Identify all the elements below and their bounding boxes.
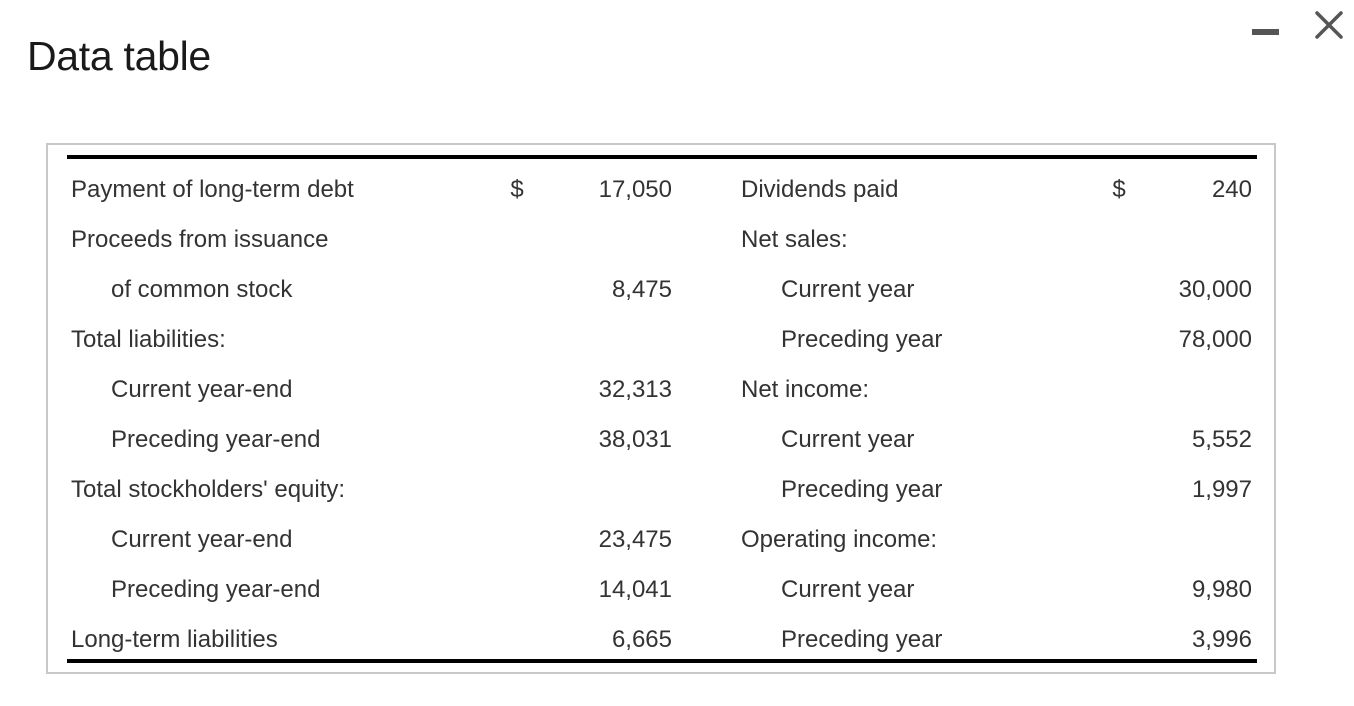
row-label: Preceding year-end [111, 576, 321, 603]
row-label: Total stockholders' equity: [71, 476, 346, 503]
data-table-panel [46, 143, 1276, 674]
row-label: Preceding year [781, 626, 943, 653]
row-value: 38,031 [598, 426, 672, 453]
currency-symbol: $ [510, 176, 524, 203]
row-label: Preceding year [781, 476, 943, 503]
row-value: 1,997 [1191, 476, 1252, 503]
row-value: 6,665 [611, 626, 672, 653]
row-label: Current year-end [111, 526, 293, 553]
minimize-button[interactable] [1250, 22, 1282, 42]
table-top-rule [67, 155, 1257, 159]
close-icon [1315, 11, 1343, 39]
row-value: 78,000 [1178, 326, 1252, 353]
row-value: 240 [1211, 176, 1252, 203]
row-value: 23,475 [598, 526, 672, 553]
row-label: Payment of long-term debt [71, 176, 354, 203]
row-value: 9,980 [1191, 576, 1252, 603]
row-label: Long-term liabilities [71, 626, 278, 653]
row-label: Current year [781, 426, 915, 453]
row-label: Operating income: [741, 526, 938, 553]
row-label: Current year-end [111, 376, 293, 403]
dialog-title: Data table [27, 33, 211, 79]
row-value: 3,996 [1191, 626, 1252, 653]
row-value: 32,313 [598, 376, 672, 403]
row-value: 17,050 [598, 176, 672, 203]
row-label: Current year [781, 276, 915, 303]
row-value: 5,552 [1191, 426, 1252, 453]
row-label: Net income: [741, 376, 870, 403]
row-value: 8,475 [611, 276, 672, 303]
row-label: Dividends paid [741, 176, 899, 203]
minimize-icon [1252, 29, 1279, 35]
row-label: Proceeds from issuance [71, 226, 329, 253]
row-label: Current year [781, 576, 915, 603]
row-label: Total liabilities: [71, 326, 226, 353]
row-value: 30,000 [1178, 276, 1252, 303]
table-bottom-rule [67, 659, 1257, 663]
currency-symbol: $ [1112, 176, 1126, 203]
row-label: Net sales: [741, 226, 848, 253]
row-value: 14,041 [598, 576, 672, 603]
row-label: Preceding year-end [111, 426, 321, 453]
row-label: Preceding year [781, 326, 943, 353]
row-label: of common stock [111, 276, 293, 303]
close-button[interactable] [1312, 8, 1346, 42]
